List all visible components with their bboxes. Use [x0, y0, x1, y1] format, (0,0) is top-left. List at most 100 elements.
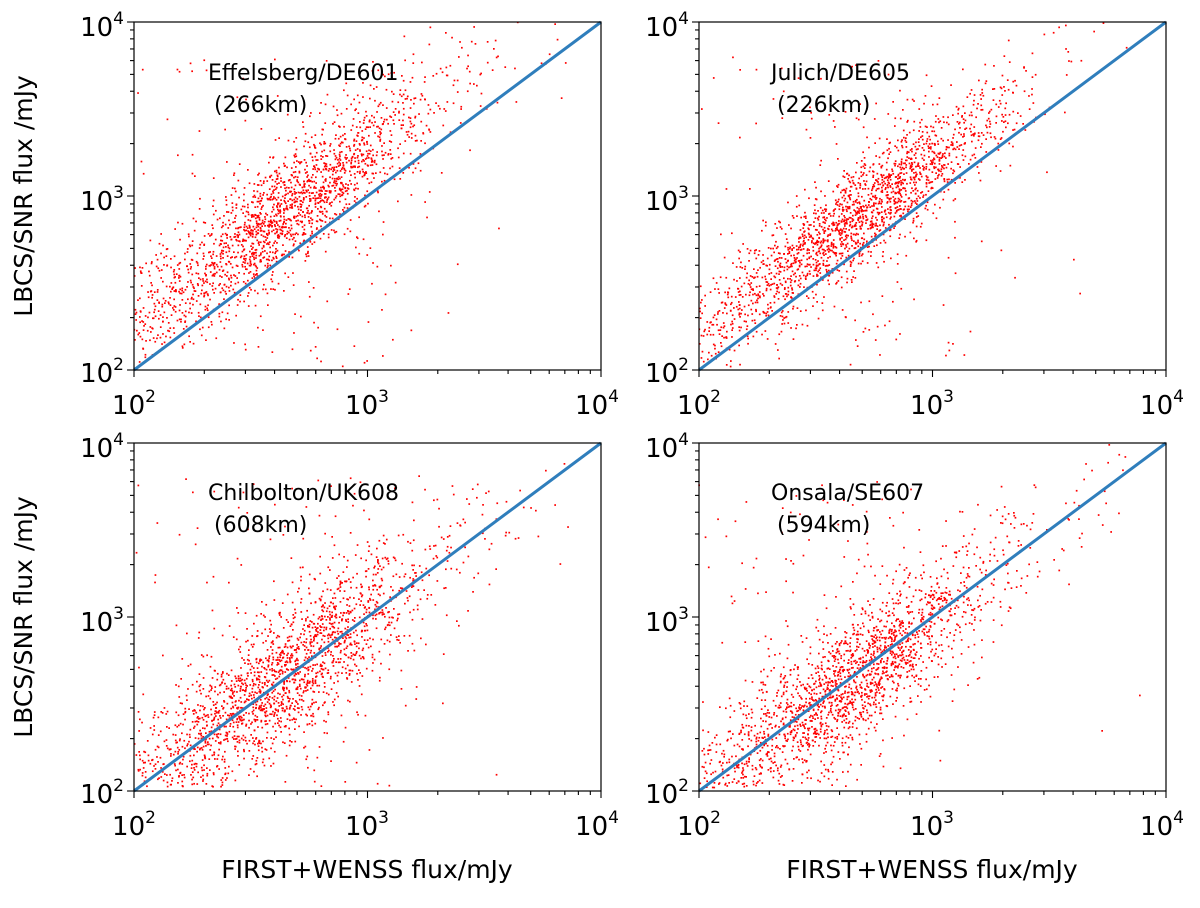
scatter-point: [286, 237, 288, 239]
scatter-point: [248, 713, 250, 715]
scatter-point: [259, 681, 261, 683]
scatter-point: [280, 186, 282, 188]
scatter-point: [339, 154, 341, 156]
scatter-point: [846, 282, 848, 284]
scatter-point: [906, 156, 908, 158]
scatter-point: [755, 310, 757, 312]
scatter-point: [723, 327, 725, 329]
scatter-point: [366, 625, 368, 627]
scatter-point: [266, 237, 268, 239]
scatter-point: [357, 166, 359, 168]
scatter-point: [270, 216, 272, 218]
scatter-point: [1065, 48, 1067, 50]
scatter-point: [460, 106, 462, 108]
scatter-point: [333, 167, 335, 169]
scatter-point: [787, 278, 789, 280]
scatter-point: [922, 135, 924, 137]
scatter-point: [274, 751, 276, 753]
scatter-point: [767, 311, 769, 313]
scatter-point: [732, 57, 734, 59]
scatter-point: [325, 668, 327, 670]
scatter-point: [175, 289, 177, 291]
scatter-point: [239, 163, 241, 165]
scatter-point: [299, 192, 301, 194]
scatter-point: [882, 255, 884, 257]
scatter-point: [824, 240, 826, 242]
scatter-point: [300, 567, 302, 569]
scatter-point: [193, 298, 195, 300]
scatter-point: [872, 227, 874, 229]
scatter-point: [1023, 67, 1025, 69]
scatter-point: [357, 157, 359, 159]
scatter-point: [268, 259, 270, 261]
scatter-point: [402, 120, 404, 122]
scatter-point: [319, 573, 321, 575]
scatter-point: [331, 634, 333, 636]
scatter-point: [770, 302, 772, 304]
scatter-point: [900, 288, 902, 290]
scatter-point: [366, 150, 368, 152]
scatter-point: [320, 220, 322, 222]
scatter-point: [159, 243, 161, 245]
scatter-point: [211, 727, 213, 729]
scatter-point: [950, 84, 952, 86]
scatter-point: [875, 225, 877, 227]
scatter-point: [873, 184, 875, 186]
scatter-point: [413, 103, 415, 105]
scatter-point: [278, 234, 280, 236]
scatter-point: [274, 198, 276, 200]
scatter-point: [1000, 103, 1002, 105]
scatter-point: [849, 248, 851, 250]
scatter-point: [307, 175, 309, 177]
scatter-point: [278, 720, 280, 722]
scatter-point: [897, 202, 899, 204]
scatter-point: [155, 763, 157, 765]
scatter-point: [293, 189, 295, 191]
scatter-point: [873, 245, 875, 247]
scatter-point: [348, 160, 350, 162]
scatter-point: [736, 306, 738, 308]
scatter-point: [814, 204, 816, 206]
scatter-point: [337, 193, 339, 195]
scatter-point: [356, 236, 358, 238]
scatter-point: [293, 199, 295, 201]
scatter-point: [767, 284, 769, 286]
scatter-point: [894, 165, 896, 167]
scatter-point: [784, 323, 786, 325]
scatter-point: [274, 224, 276, 226]
scatter-point: [430, 131, 432, 133]
scatter-point: [838, 216, 840, 218]
scatter-point: [193, 343, 195, 345]
scatter-point: [295, 137, 297, 139]
scatter-point: [265, 239, 267, 241]
scatter-point: [213, 177, 215, 179]
scatter-point: [890, 209, 892, 211]
scatter-point: [235, 239, 237, 241]
scatter-point: [740, 262, 742, 264]
scatter-point: [274, 723, 276, 725]
scatter-point: [911, 166, 913, 168]
scatter-point: [800, 278, 802, 280]
scatter-point: [296, 223, 298, 225]
scatter-point: [240, 697, 242, 699]
scatter-point: [383, 142, 385, 144]
scatter-point: [816, 301, 818, 303]
scatter-point: [424, 142, 426, 144]
scatter-point: [863, 242, 865, 244]
scatter-point: [261, 248, 263, 250]
scatter-point: [416, 140, 418, 142]
scatter-point: [403, 94, 405, 96]
scatter-point: [770, 289, 772, 291]
scatter-point: [252, 236, 254, 238]
scatter-point: [259, 255, 261, 257]
scatter-point: [225, 779, 227, 781]
scatter-point: [198, 721, 200, 723]
scatter-point: [235, 275, 237, 277]
scatter-point: [330, 143, 332, 145]
scatter-point: [222, 250, 224, 252]
scatter-point: [327, 94, 329, 96]
scatter-point: [891, 192, 893, 194]
scatter-point: [915, 146, 917, 148]
scatter-point: [275, 181, 277, 183]
scatter-point: [281, 666, 283, 668]
